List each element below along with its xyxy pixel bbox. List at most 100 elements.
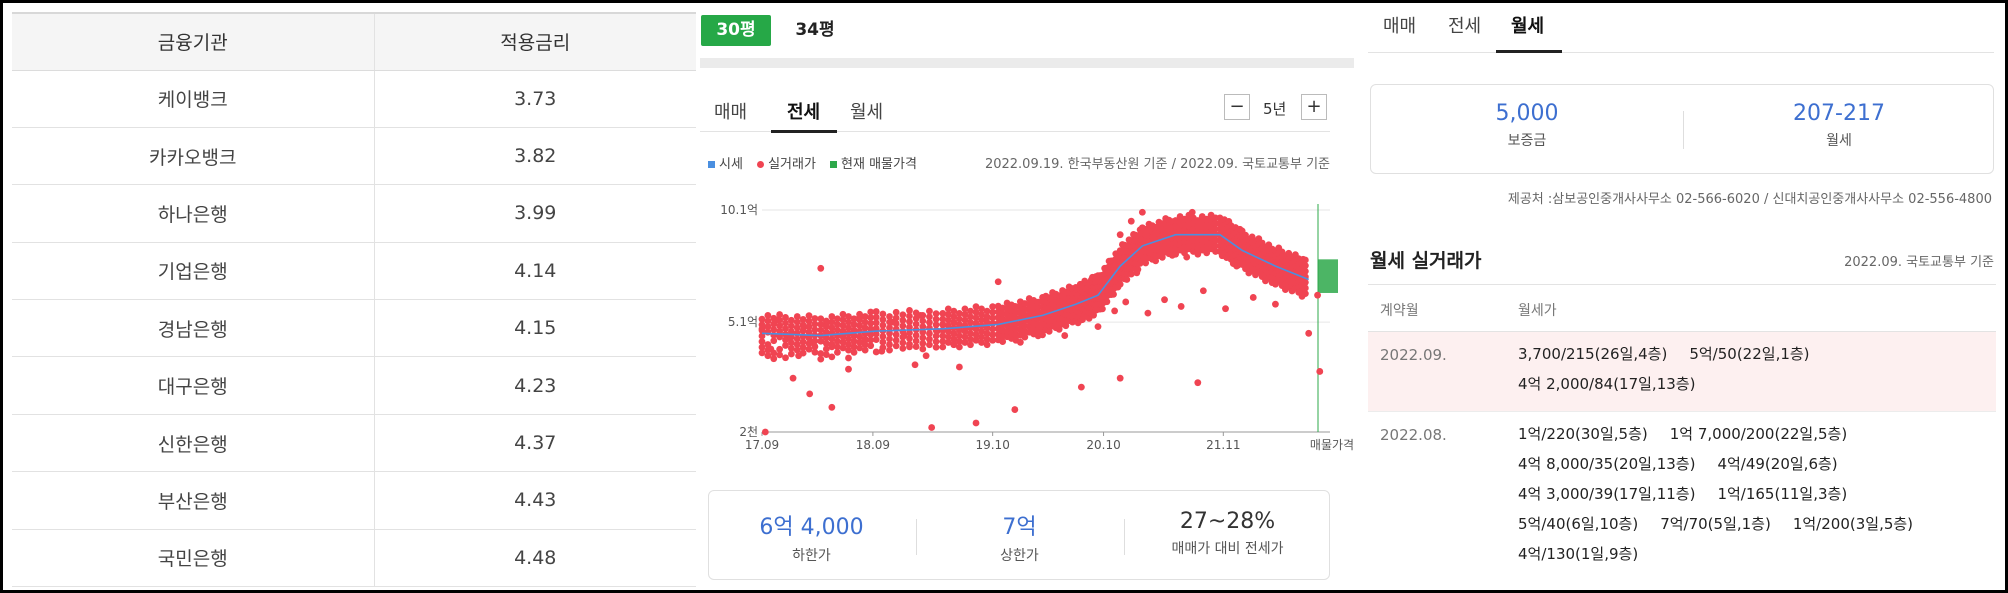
rent-deal-item: 1억/165(11일,3층) xyxy=(1717,485,1848,503)
trade-point xyxy=(850,326,858,334)
trade-point xyxy=(1039,331,1046,339)
trade-point xyxy=(787,350,795,358)
trade-point xyxy=(828,353,836,361)
trade-point xyxy=(845,335,852,343)
bank-name: 신한은행 xyxy=(12,414,375,473)
trade-point xyxy=(955,332,963,340)
trade-point xyxy=(1116,231,1124,239)
trade-point xyxy=(839,316,847,324)
bank-name: 부산은행 xyxy=(12,471,375,530)
trade-point xyxy=(817,315,825,323)
trade-point xyxy=(1116,374,1124,382)
rent-deal-item: 5억/40(6일,10층) xyxy=(1518,515,1639,533)
trade-point xyxy=(886,318,893,326)
trade-point xyxy=(793,335,801,343)
trade-point xyxy=(828,403,836,411)
tab-jeonse[interactable]: 전세 xyxy=(1448,16,1482,37)
trade-point xyxy=(828,318,836,326)
trade-point xyxy=(776,345,784,353)
trade-point xyxy=(850,348,858,356)
trade-point xyxy=(805,317,813,325)
trade-point xyxy=(1272,300,1279,308)
trade-point xyxy=(1127,270,1135,278)
trade-point xyxy=(770,349,778,357)
trade-point xyxy=(787,322,795,330)
x-tick-label: 21.11 xyxy=(1206,438,1240,452)
trade-point xyxy=(839,322,847,329)
summary-deposit: 5,000 보증금 xyxy=(1371,85,1683,175)
market-price-line xyxy=(761,233,1309,337)
trade-point xyxy=(912,331,920,339)
trade-point xyxy=(856,333,863,341)
trade-point xyxy=(961,333,969,341)
tab-size-34[interactable]: 34평 xyxy=(795,20,835,40)
trade-point xyxy=(994,278,1002,286)
trade-point xyxy=(834,320,841,328)
trade-point xyxy=(861,335,869,343)
tab-sale[interactable]: 매매 xyxy=(714,102,748,123)
trade-point xyxy=(856,316,863,324)
tab-jeonse[interactable]: 전세 xyxy=(787,102,821,123)
trade-point xyxy=(1061,332,1069,339)
trade-point xyxy=(892,308,900,316)
trade-point xyxy=(906,323,913,331)
trade-point xyxy=(761,428,769,436)
rent-deal-item: 4억 3,000/39(17일,11층) xyxy=(1518,485,1696,503)
trade-point xyxy=(919,311,927,319)
column-header-bank: 금융기관 xyxy=(12,12,375,71)
trade-point xyxy=(932,332,940,340)
trade-point xyxy=(1203,249,1211,257)
trade-point xyxy=(867,314,875,322)
trade-point xyxy=(872,325,880,332)
trade-point xyxy=(892,336,900,344)
trade-point xyxy=(856,310,863,318)
trade-point xyxy=(867,319,875,327)
trade-point xyxy=(799,338,807,346)
trade-point xyxy=(989,303,997,311)
tab-monthly-rent[interactable]: 월세 xyxy=(1511,16,1545,37)
trade-point xyxy=(1301,256,1309,264)
lower-price-value: 6억 4,000 xyxy=(759,515,864,540)
trade-point xyxy=(799,349,807,357)
trade-point xyxy=(817,337,825,345)
monthly-rent-label: 월세 xyxy=(1826,133,1852,149)
trade-point xyxy=(799,321,807,329)
trade-point xyxy=(989,314,997,322)
trade-point xyxy=(1144,309,1152,317)
trade-point xyxy=(1301,267,1309,275)
period-increase-button[interactable]: + xyxy=(1301,94,1327,120)
trade-point xyxy=(978,305,985,313)
trade-point xyxy=(1316,368,1324,375)
trade-point xyxy=(828,324,836,332)
trade-point xyxy=(872,348,880,356)
tab-monthly-rent[interactable]: 월세 xyxy=(850,102,884,123)
trade-point xyxy=(867,342,875,350)
trade-point xyxy=(828,313,836,320)
trade-point xyxy=(850,320,858,328)
table-row: 케이뱅크 3.73 xyxy=(12,70,696,128)
trade-point xyxy=(839,333,847,341)
table-row: 대구은행 4.23 xyxy=(12,356,696,415)
trade-point xyxy=(1249,294,1257,301)
trade-point xyxy=(919,328,927,336)
rent-deal-item: 7억/70(5일,1층) xyxy=(1660,515,1771,533)
trade-point xyxy=(805,329,813,336)
trade-point xyxy=(845,313,852,320)
tab-size-30[interactable]: 30평 xyxy=(701,15,771,46)
trade-point xyxy=(805,323,813,331)
period-decrease-button[interactable]: − xyxy=(1224,94,1250,120)
bank-name: 대구은행 xyxy=(12,356,375,415)
trade-point xyxy=(787,339,795,347)
tab-sale[interactable]: 매매 xyxy=(1383,16,1417,37)
bank-rate: 4.37 xyxy=(374,414,696,473)
rent-trade-basis: 2022.09. 국토교통부 기준 xyxy=(1844,255,1994,270)
trade-point xyxy=(906,312,913,320)
trade-point xyxy=(1314,291,1321,299)
trade-point xyxy=(787,328,795,335)
trade-point xyxy=(972,336,980,344)
trade-point xyxy=(770,314,778,322)
trade-point xyxy=(944,305,952,313)
trade-point xyxy=(978,333,985,341)
rent-deal-item: 1억/200(3일,5층) xyxy=(1792,515,1914,533)
